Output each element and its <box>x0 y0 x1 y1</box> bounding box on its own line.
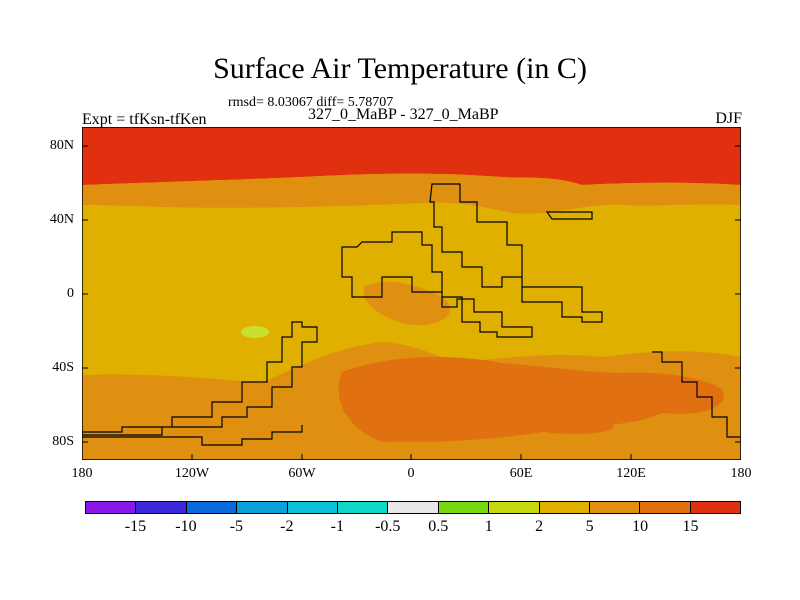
colorbar <box>85 501 741 514</box>
y-tick-label: 80S <box>52 434 74 449</box>
colorbar-label: 2 <box>535 518 544 535</box>
y-tick-label: 0 <box>67 286 74 301</box>
continent-patch <box>364 281 451 326</box>
colorbar-swatch <box>237 502 288 513</box>
colorbar-label: -15 <box>124 518 147 535</box>
colorbar-label: 10 <box>632 518 649 535</box>
season-label: DJF <box>715 110 742 127</box>
colorbar-label: 0.5 <box>428 518 449 535</box>
colorbar-swatch <box>690 502 741 513</box>
colorbar-label: 5 <box>585 518 594 535</box>
experiment-periods: 327_0_MaBP - 327_0_MaBP <box>308 106 499 123</box>
positive-anomaly-patch <box>241 326 269 338</box>
stats-text: rmsd= 8.03067 diff= 5.78707 <box>228 95 394 110</box>
coastlines <box>82 183 741 446</box>
colorbar-label: 15 <box>682 518 699 535</box>
colorbar-swatch <box>489 502 540 513</box>
colorbar-label: -5 <box>229 518 244 535</box>
x-tick-label: 180 <box>71 466 93 481</box>
north-midlatitude-band <box>82 173 741 214</box>
x-tick-label: 180 <box>730 466 752 481</box>
x-tick-label: 60E <box>509 466 533 481</box>
colorbar-swatch <box>539 502 590 513</box>
temperature-map <box>82 127 741 460</box>
colorbar-label: -10 <box>175 518 197 535</box>
x-tick-label: 120W <box>174 466 210 481</box>
x-tick-label: 120E <box>616 466 646 481</box>
colorbar-swatch <box>186 502 238 513</box>
colorbar-label: -1 <box>330 518 344 535</box>
x-tick-label: 0 <box>407 466 415 481</box>
colorbar-label: -0.5 <box>375 518 401 535</box>
colorbar-label: -2 <box>280 518 294 535</box>
colorbar-swatch <box>287 502 338 513</box>
map-ticks <box>82 145 741 460</box>
colorbar-swatch <box>438 502 490 513</box>
map-title: Surface Air Temperature (in C) <box>213 52 587 85</box>
southern-continent-anomaly <box>338 357 724 442</box>
colorbar-swatch <box>640 502 691 513</box>
y-tick-label: 40S <box>52 360 74 375</box>
colorbar-swatch <box>337 502 389 513</box>
colorbar-label: 1 <box>484 518 493 535</box>
south-patch <box>534 420 614 434</box>
colorbar-swatch <box>589 502 641 513</box>
y-tick-label: 80N <box>49 138 74 153</box>
colorbar-swatch <box>136 502 187 513</box>
y-tick-label: 40N <box>49 212 74 227</box>
colorbar-swatch <box>388 502 439 513</box>
colorbar-swatch <box>86 502 137 513</box>
experiment-label: Expt = tfKsn-tfKen <box>82 111 207 128</box>
x-tick-label: 60W <box>288 466 316 481</box>
north-polar-band <box>82 127 741 185</box>
